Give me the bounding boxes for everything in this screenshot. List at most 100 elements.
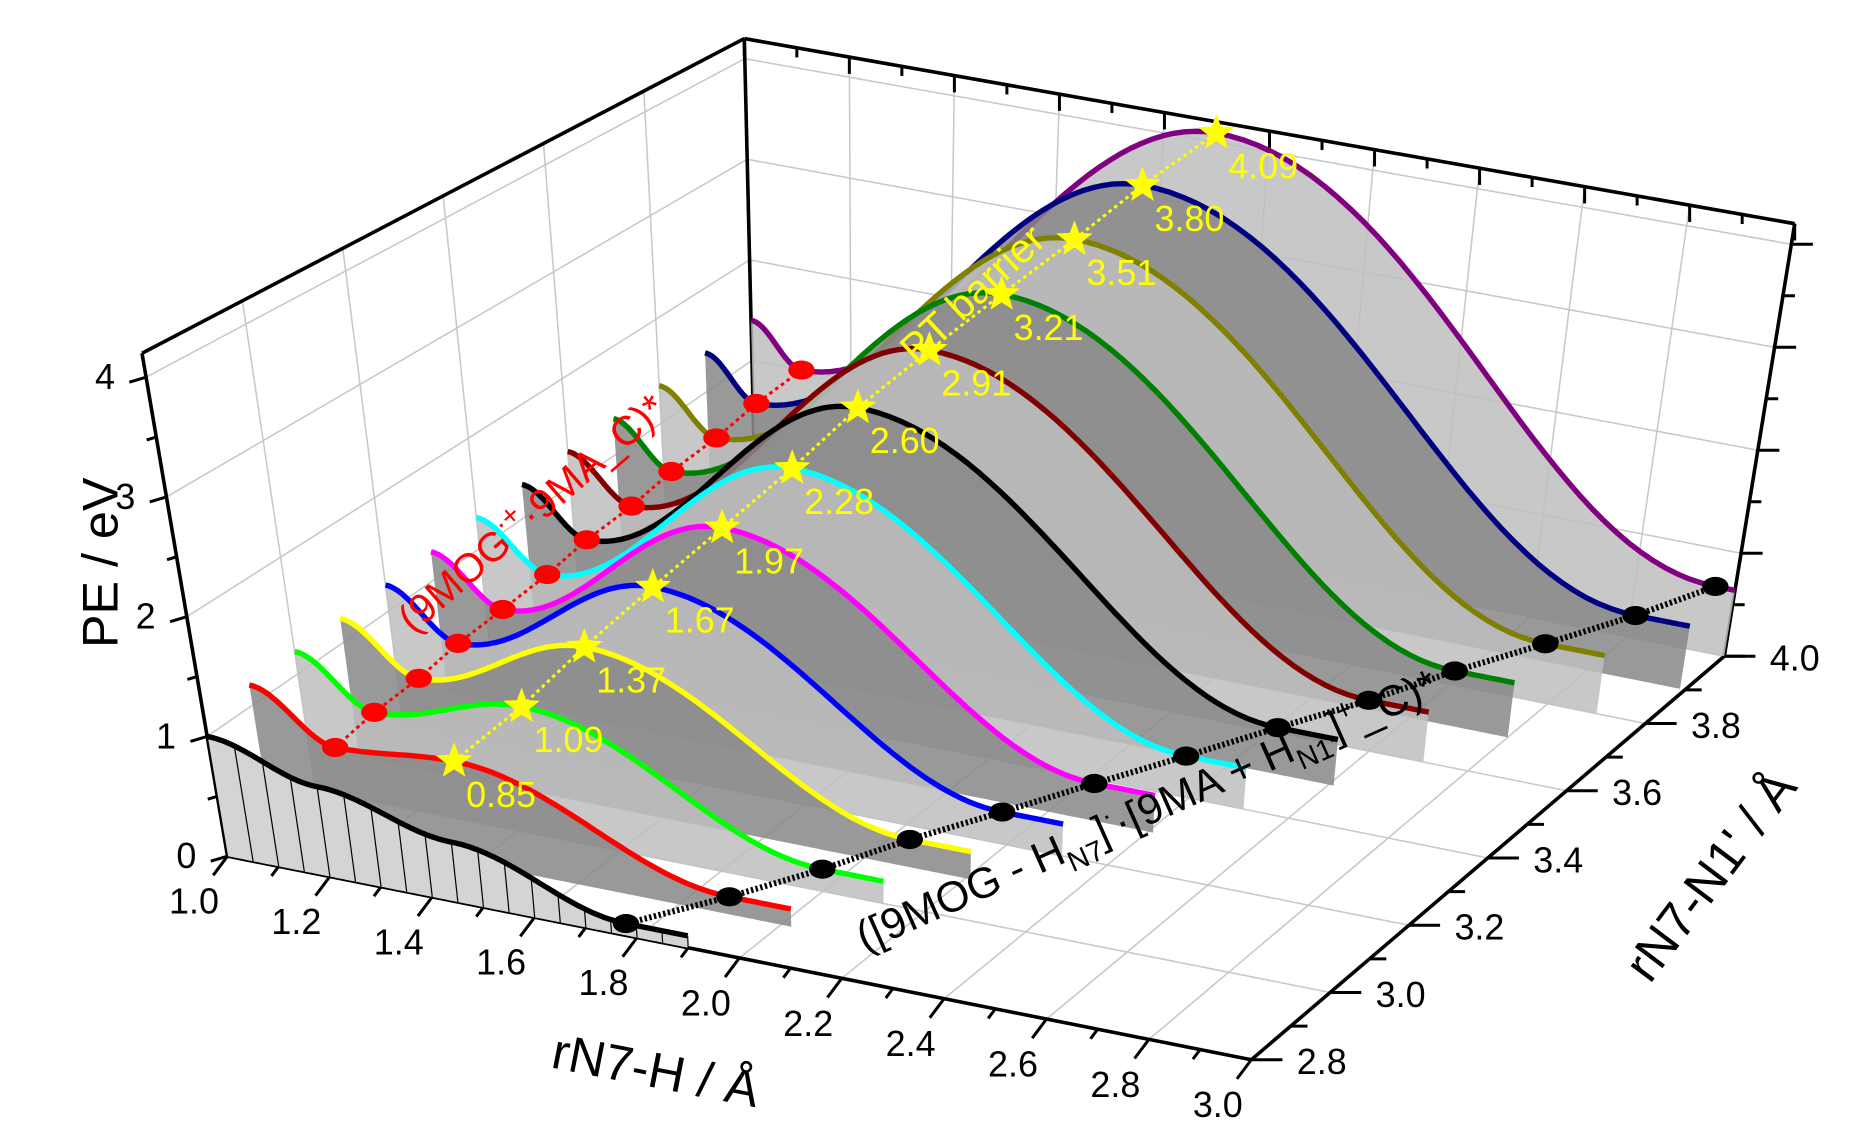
reactant-min-marker — [743, 393, 770, 414]
reactant-min-marker — [321, 737, 349, 758]
product-min-marker — [1441, 661, 1468, 681]
x-tick — [1235, 1058, 1253, 1080]
z-tick — [210, 854, 228, 863]
hatch-line — [397, 821, 408, 892]
pe-curve — [206, 733, 689, 939]
x-tick — [1133, 1038, 1151, 1060]
barrier-value-label: 2.60 — [870, 420, 940, 461]
x-tick — [577, 926, 588, 938]
floor-gridline — [1148, 636, 1628, 1040]
barrier-value-label: 2.91 — [941, 363, 1011, 404]
x-tick-label: 2.4 — [886, 1023, 936, 1064]
barrier-star-marker — [774, 449, 811, 484]
hatch-line — [424, 834, 433, 897]
z-tick — [169, 615, 188, 624]
x-tick-label: 3.0 — [1193, 1084, 1243, 1125]
x-tick-label: 1.0 — [169, 881, 219, 922]
x-tick — [679, 946, 690, 959]
product-min-marker — [1532, 634, 1559, 654]
x-tick-label: 2.8 — [1090, 1064, 1140, 1105]
x-tick — [372, 885, 383, 898]
barrier-star-marker — [703, 508, 741, 544]
x-tick — [928, 997, 946, 1019]
hatch-line — [370, 807, 382, 887]
barrier-star-marker — [566, 627, 603, 663]
hatch-line — [343, 794, 357, 882]
hatch-line — [450, 842, 459, 903]
z-tick-label: 3 — [115, 476, 135, 517]
curtain-fill — [294, 651, 884, 904]
left-wall-gridline — [186, 259, 751, 618]
barrier-value-label: 1.67 — [665, 600, 735, 641]
x-tick-label: 2.0 — [681, 982, 731, 1023]
z-axis-title: PE / eV — [71, 477, 128, 648]
z-tick — [146, 435, 157, 442]
product-min-marker — [896, 829, 924, 850]
x-tick — [723, 957, 741, 979]
hatch-line — [316, 786, 331, 877]
product-min-marker — [809, 859, 836, 879]
reactant-min-marker — [361, 702, 388, 722]
reactant-min-marker — [444, 633, 472, 653]
left-wall-gridline — [145, 58, 746, 378]
product-min-marker — [1081, 773, 1108, 794]
axes: 1.0 1.2 1.4 1.6 1.8 2.0 2.2 2.4 2.6 2.8 3.0 2.8 3.0 3… — [95, 36, 1820, 1125]
product-min-marker — [1622, 605, 1649, 626]
barrier-star-marker — [1056, 220, 1093, 255]
x-tick — [519, 916, 536, 938]
z-tick — [186, 675, 198, 681]
hatch-line — [261, 761, 280, 867]
curves — [206, 128, 1738, 948]
barrier-value-label: 1.09 — [534, 719, 604, 760]
y-tick-label: 3.8 — [1691, 705, 1741, 746]
product-min-marker — [1355, 690, 1383, 710]
x-tick — [475, 906, 485, 918]
reactant-min-marker — [618, 496, 645, 516]
z-tick — [149, 495, 167, 504]
reactant-min-marker — [703, 428, 730, 448]
barrier-star-marker — [435, 742, 473, 777]
x-tick-label: 1.6 — [476, 942, 526, 983]
curtain-fill — [340, 618, 971, 880]
x-tick-label: 1.8 — [579, 962, 629, 1003]
barrier-value-label: 1.97 — [734, 540, 804, 581]
hatch-line — [557, 893, 561, 923]
y-tick-label: 4.0 — [1770, 638, 1820, 679]
barrier-value-label: 3.80 — [1154, 198, 1224, 239]
markers — [321, 113, 1729, 934]
barrier-star-marker — [1124, 166, 1161, 201]
barrier-star-marker — [911, 330, 948, 366]
hatch-line — [530, 877, 536, 918]
z-tick — [166, 555, 178, 562]
reactant-min-marker — [405, 668, 432, 688]
labels: 0.85 1.09 1.37 1.67 1.972.28 2.602.913.213.51… — [466, 146, 1298, 815]
barrier-value-label: 3.51 — [1086, 252, 1156, 293]
x-tick — [1089, 1028, 1099, 1040]
barrier-star-marker — [634, 567, 672, 603]
hatch-line — [503, 862, 510, 913]
reactant-min-marker — [534, 564, 561, 585]
box-edge — [141, 36, 746, 355]
z-tick-label: 2 — [136, 596, 156, 637]
hatch-line — [289, 777, 305, 872]
x-tick — [621, 936, 639, 958]
product-min-marker — [716, 887, 743, 907]
barrier-value-label: 2.28 — [804, 481, 874, 522]
barrier-star-marker — [983, 275, 1020, 310]
product-min-marker — [1702, 576, 1729, 597]
x-tick-label: 2.2 — [783, 1003, 833, 1044]
hatch-line — [687, 935, 689, 948]
x-tick — [1030, 1018, 1048, 1040]
barrier-value-label: 0.85 — [466, 774, 536, 815]
z-tick-label: 4 — [95, 356, 115, 397]
hatch-line — [476, 849, 485, 908]
z-tick — [189, 734, 208, 743]
x-tick-label: 1.2 — [271, 901, 321, 942]
reactant-min-marker — [489, 599, 516, 620]
curtain-fill — [249, 685, 792, 927]
y-tick-label: 3.0 — [1376, 974, 1426, 1015]
y-tick-label: 3.6 — [1612, 772, 1662, 813]
barrier-star-marker — [503, 687, 540, 723]
z-tick-label: 1 — [156, 715, 176, 756]
